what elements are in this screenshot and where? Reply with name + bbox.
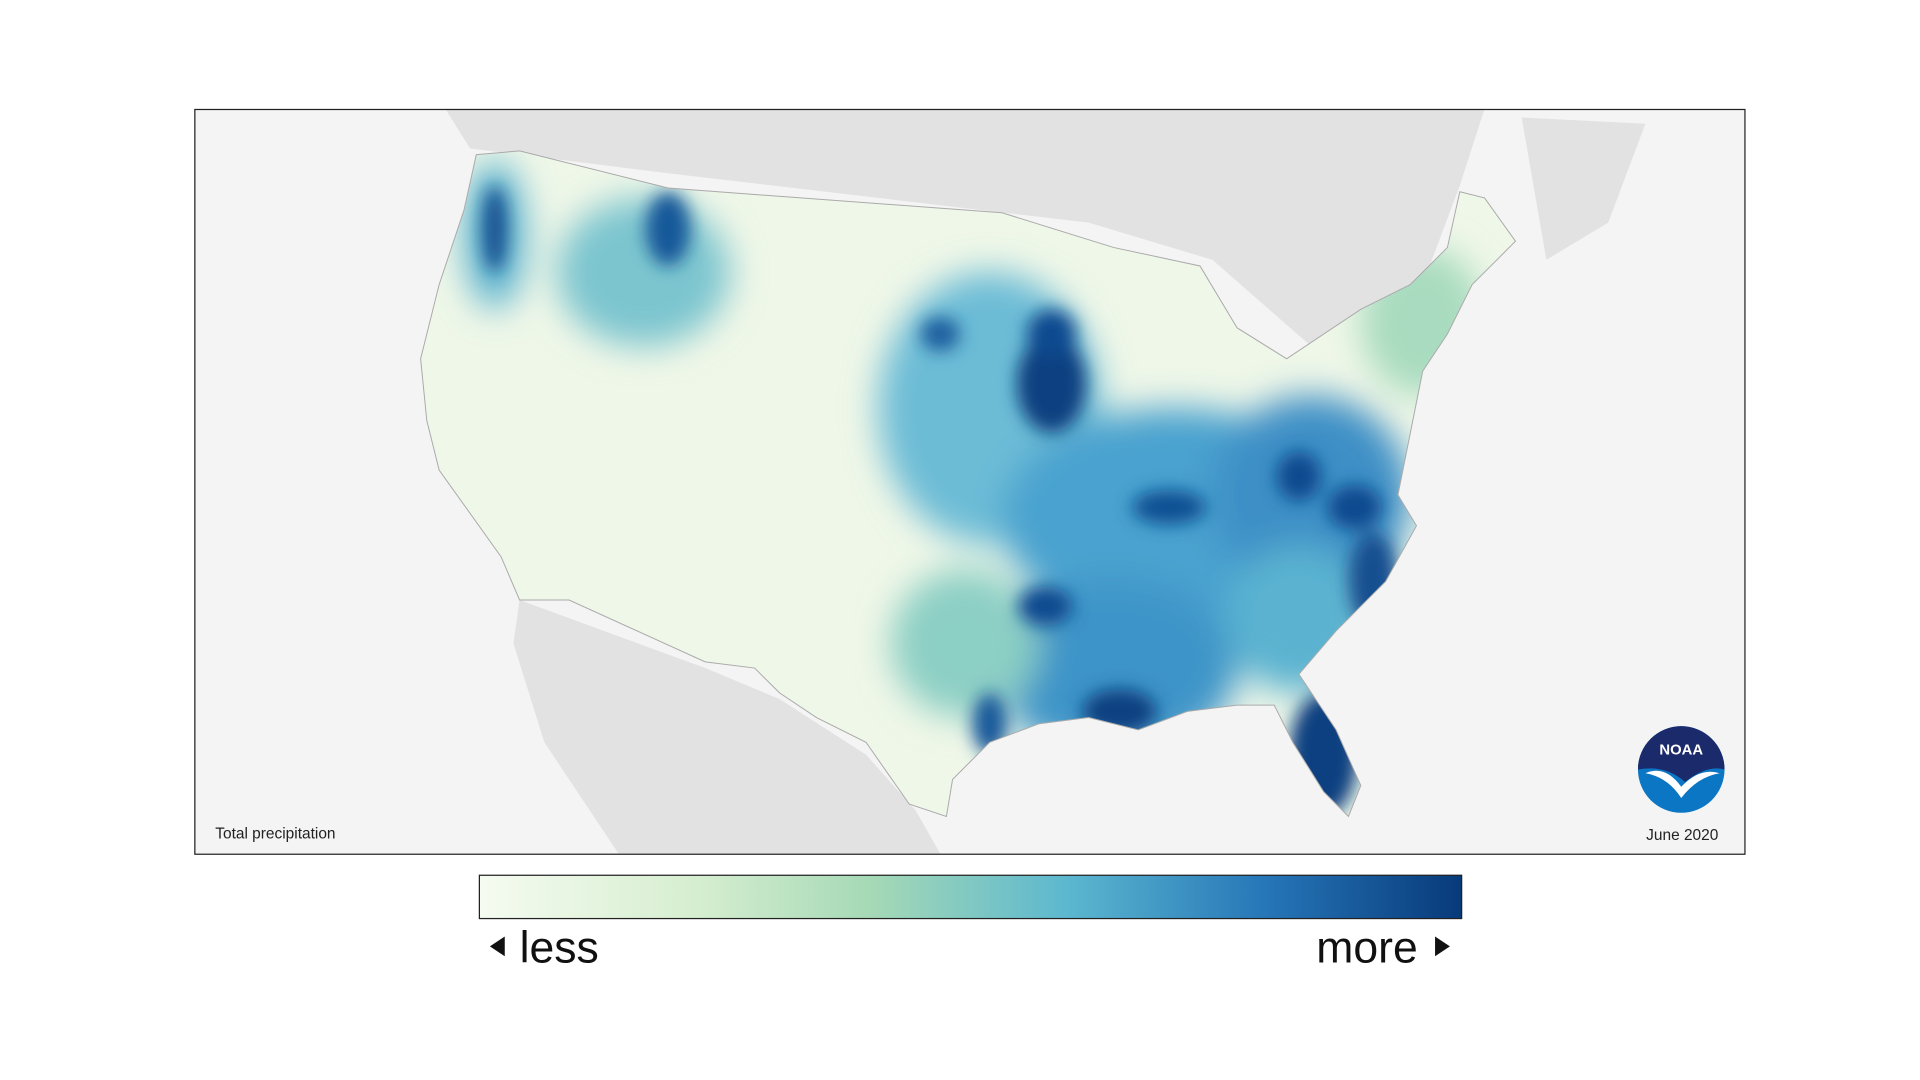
- legend-less: less: [520, 923, 599, 972]
- legend-more: more: [1316, 923, 1417, 972]
- map: [194, 108, 1745, 854]
- mexico: [513, 600, 941, 854]
- canada: [445, 108, 1485, 347]
- legend-bar: [478, 874, 1463, 920]
- logo-text: NOAA: [1659, 743, 1703, 759]
- logo-bird: [1645, 770, 1720, 798]
- canada-east: [1521, 117, 1646, 260]
- precipitation: [463, 160, 1485, 817]
- noaa-logo: NOAA: [1637, 726, 1725, 813]
- less-arrow: [489, 936, 505, 957]
- map-date: June 2020: [1646, 827, 1718, 844]
- logo-top: [1637, 726, 1725, 782]
- map-frame: [194, 108, 1746, 855]
- map-label: Total precipitation: [215, 826, 335, 843]
- more-arrow: [1435, 936, 1450, 957]
